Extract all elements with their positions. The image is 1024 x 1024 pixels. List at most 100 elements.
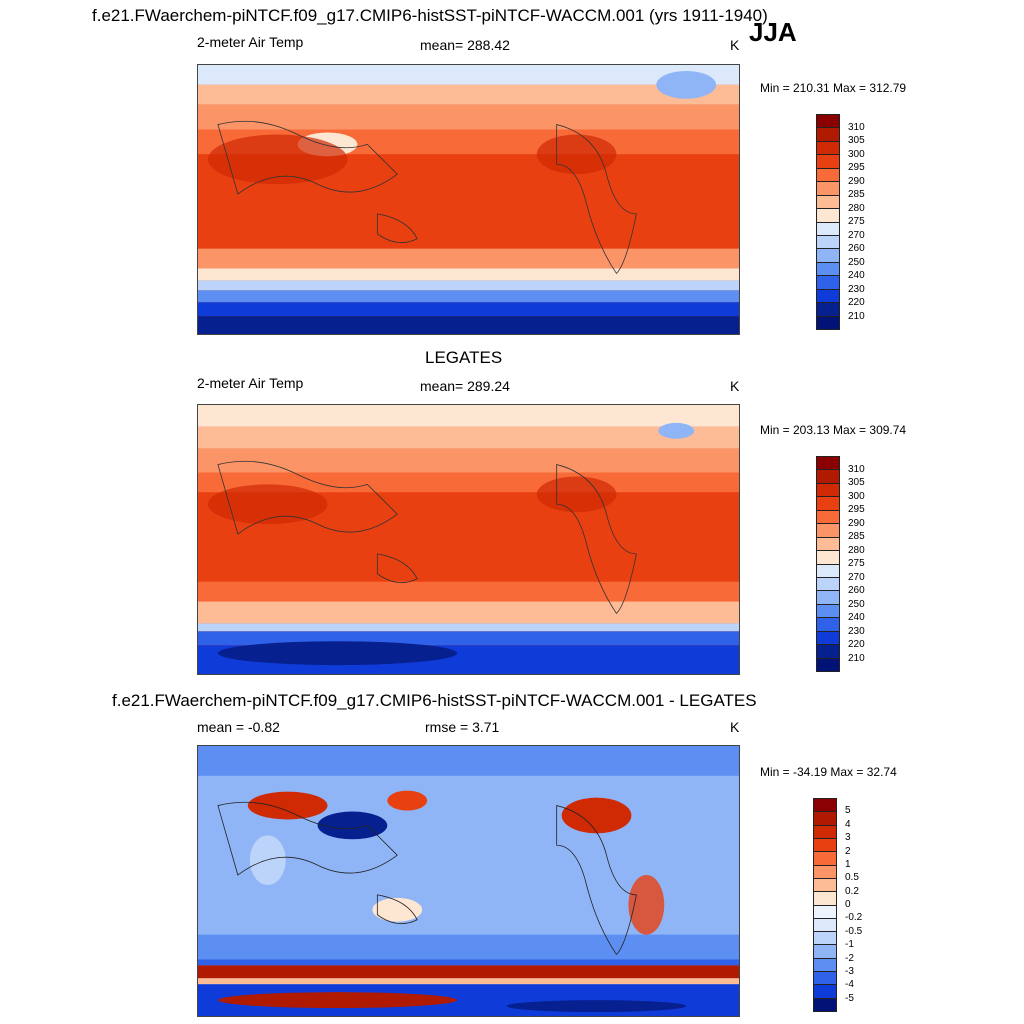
panel-3-colorbar-tick-label: -0.5 (845, 925, 863, 937)
panel-3-colorbar-tick-label: 0.5 (845, 872, 859, 884)
panel-3-colorbar-tick-label: -5 (845, 992, 854, 1004)
panel-3-colorbar-tick-label: -0.2 (845, 912, 863, 924)
panel-1-colorbar-tick-label: 230 (848, 283, 865, 295)
panel-3-map (197, 745, 740, 1017)
panel-2-minmax: Min = 203.13 Max = 309.74 (760, 423, 907, 437)
panel-3-title: f.e21.FWaerchem-piNTCF.f09_g17.CMIP6-his… (112, 691, 757, 710)
panel-3-colorbar-tick-label: 5 (845, 805, 851, 817)
panel-3-colorbar-tick-label: 0 (845, 899, 851, 910)
panel-2-colorbar-swatch (817, 536, 839, 551)
panel-3-colorbar-swatch (814, 971, 836, 985)
panel-2-colorbar-swatch (817, 657, 839, 671)
panel-2-colorbar-tick-label: 285 (848, 531, 865, 542)
panel-2-title: LEGATES (425, 348, 503, 367)
panel-1-colorbar-swatch (817, 315, 839, 329)
panel-2-colorbar-swatch (817, 576, 839, 591)
panel-3-colorbar-swatch (814, 811, 836, 825)
panel-1-colorbar-swatch (817, 261, 839, 276)
panel-3-colorbar-swatch (814, 851, 836, 865)
panel-1-colorbar-tick-label: 210 (848, 310, 865, 322)
panel-1-colorbar-swatch (817, 234, 839, 249)
panel-1-colorbar-swatch (817, 208, 839, 222)
panel-1-colorbar-tick-label: 270 (848, 229, 865, 241)
panel-2-colorbar-swatch (817, 482, 839, 497)
panel-2-colorbar-tick-label: 295 (848, 504, 865, 515)
panel-1-colorbar-swatch (817, 288, 839, 303)
panel-2-colorbar (816, 456, 840, 672)
panel-3-colorbar-swatch (814, 891, 836, 905)
panel-1-colorbar-swatch (817, 302, 839, 316)
panel-1-map (197, 64, 740, 335)
panel-2-colorbar-tick-label: 310 (848, 463, 865, 475)
panel-3-mean: mean = -0.82 (197, 719, 280, 735)
panel-2-colorbar-swatch (817, 563, 839, 577)
panel-3-colorbar-swatch (814, 877, 836, 892)
panel-1-colorbar-swatch (817, 115, 839, 128)
panel-1-colorbar-tick-label: 240 (848, 270, 865, 281)
panel-1-colorbar-swatch (817, 194, 839, 209)
panel-2-units: K (730, 378, 740, 394)
panel-1-colorbar-tick-label: 285 (848, 189, 865, 200)
panel-3-minmax: Min = -34.19 Max = 32.74 (760, 765, 897, 779)
panel-1-map-graphic (198, 65, 739, 334)
season-label: JJA (749, 17, 797, 47)
panel-2-colorbar-tick-label: 210 (848, 652, 865, 664)
panel-1-colorbar (816, 114, 840, 330)
panel-2-colorbar-swatch (817, 644, 839, 658)
panel-2-colorbar-tick-label: 250 (848, 598, 865, 610)
panel-2-colorbar-tick-label: 280 (848, 544, 865, 556)
panel-2-colorbar-tick-label: 230 (848, 625, 865, 637)
panel-3-colorbar-swatch (814, 984, 836, 998)
panel-2-colorbar-swatch (817, 496, 839, 510)
panel-2-colorbar-swatch (817, 550, 839, 564)
panel-1-colorbar-labels: 310 305 300 295 290 285 280 275 270 260 250 240 230 2… (848, 114, 888, 330)
panel-1-colorbar-tick-label: 280 (848, 202, 865, 214)
panel-1-colorbar-tick-label: 260 (848, 243, 865, 254)
panel-3-colorbar-tick-label: -4 (845, 979, 854, 991)
panel-2-colorbar-tick-label: 220 (848, 639, 865, 650)
panel-3-colorbar-tick-label: 3 (845, 832, 851, 844)
panel-2-map (197, 404, 740, 675)
panel-3-colorbar-labels: 5 4 3 2 1 0.5 0.2 0 -0.2 -0.5 -1 -2 -3 -4 -5 (845, 798, 885, 1012)
panel-3-colorbar-tick-label: -2 (845, 952, 854, 964)
panel-2-colorbar-tick-label: 290 (848, 517, 865, 529)
panel-3-rmse: rmse = 3.71 (425, 719, 500, 735)
panel-2-colorbar-tick-label: 300 (848, 490, 865, 502)
panel-2-colorbar-tick-label: 240 (848, 612, 865, 623)
panel-1-colorbar-swatch (817, 275, 839, 289)
panel-2-colorbar-tick-label: 305 (848, 477, 865, 488)
panel-1-colorbar-tick-label: 305 (848, 135, 865, 146)
panel-2-colorbar-swatch (817, 590, 839, 604)
panel-3-map-graphic (198, 746, 739, 1016)
panel-2-colorbar-tick-label: 275 (848, 558, 865, 569)
panel-2-colorbar-tick-label: 260 (848, 585, 865, 596)
panel-2-colorbar-tick-label: 270 (848, 571, 865, 583)
panel-1-colorbar-tick-label: 300 (848, 148, 865, 160)
panel-3-colorbar-swatch (814, 957, 836, 972)
panel-3-colorbar-tick-label: 2 (845, 845, 851, 857)
panel-3-colorbar-swatch (814, 944, 836, 958)
panel-3-colorbar-tick-label: -1 (845, 939, 854, 951)
panel-3-colorbar-swatch (814, 799, 836, 812)
panel-3-colorbar-swatch (814, 837, 836, 852)
panel-3-colorbar-swatch (814, 864, 836, 878)
panel-1-minmax: Min = 210.31 Max = 312.79 (760, 81, 907, 95)
panel-1-colorbar-swatch (817, 154, 839, 168)
panel-1-colorbar-swatch (817, 181, 839, 195)
panel-1-colorbar-swatch (817, 140, 839, 155)
panel-3-colorbar-swatch (814, 904, 836, 918)
panel-3-colorbar-tick-label: 1 (845, 858, 851, 870)
panel-2-colorbar-swatch (817, 509, 839, 524)
panel-1-colorbar-tick-label: 295 (848, 162, 865, 173)
panel-2-colorbar-swatch (817, 469, 839, 483)
panel-1-colorbar-tick-label: 250 (848, 256, 865, 268)
panel-1-colorbar-tick-label: 310 (848, 121, 865, 133)
panel-3-colorbar-tick-label: 0.2 (845, 885, 859, 897)
panel-3-colorbar-swatch (814, 824, 836, 838)
panel-1-mean: mean= 288.42 (420, 37, 510, 53)
panel-3-colorbar (813, 798, 837, 1012)
panel-3-colorbar-swatch (814, 997, 836, 1011)
panel-3-units: K (730, 719, 740, 735)
panel-3-colorbar-swatch (814, 931, 836, 945)
